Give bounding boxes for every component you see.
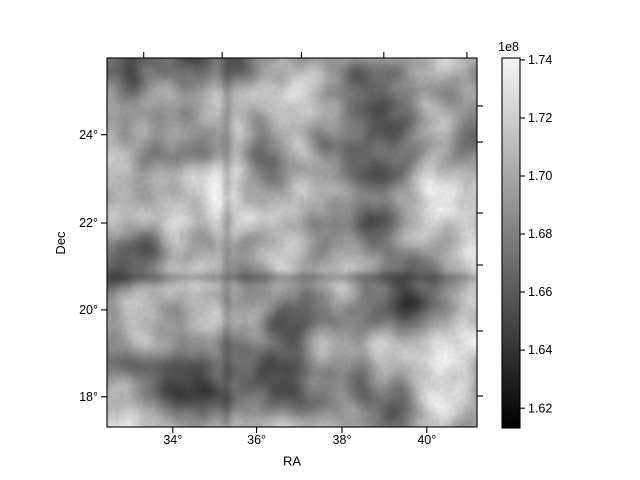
svg-text:1.66: 1.66 [528,285,552,299]
svg-text:1.64: 1.64 [528,343,552,357]
svg-text:20°: 20° [79,303,98,317]
svg-text:38°: 38° [333,433,352,447]
svg-text:1.72: 1.72 [528,111,552,125]
svg-text:1.74: 1.74 [528,53,552,67]
svg-text:22°: 22° [79,216,98,230]
svg-text:1.70: 1.70 [528,169,552,183]
svg-text:1.62: 1.62 [528,401,552,415]
svg-text:40°: 40° [417,433,436,447]
svg-text:Dec: Dec [53,231,68,255]
svg-text:34°: 34° [163,433,182,447]
svg-text:1.68: 1.68 [528,227,552,241]
svg-text:18°: 18° [79,390,98,404]
svg-text:24°: 24° [79,128,98,142]
svg-text:RA: RA [283,454,301,469]
svg-text:1e8: 1e8 [498,40,519,54]
svg-text:36°: 36° [247,433,266,447]
